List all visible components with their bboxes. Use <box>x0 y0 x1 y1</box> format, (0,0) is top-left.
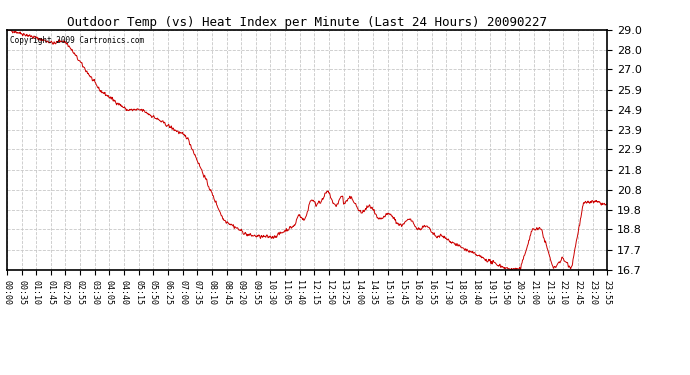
Title: Outdoor Temp (vs) Heat Index per Minute (Last 24 Hours) 20090227: Outdoor Temp (vs) Heat Index per Minute … <box>67 16 547 29</box>
Text: Copyright 2009 Cartronics.com: Copyright 2009 Cartronics.com <box>10 36 144 45</box>
